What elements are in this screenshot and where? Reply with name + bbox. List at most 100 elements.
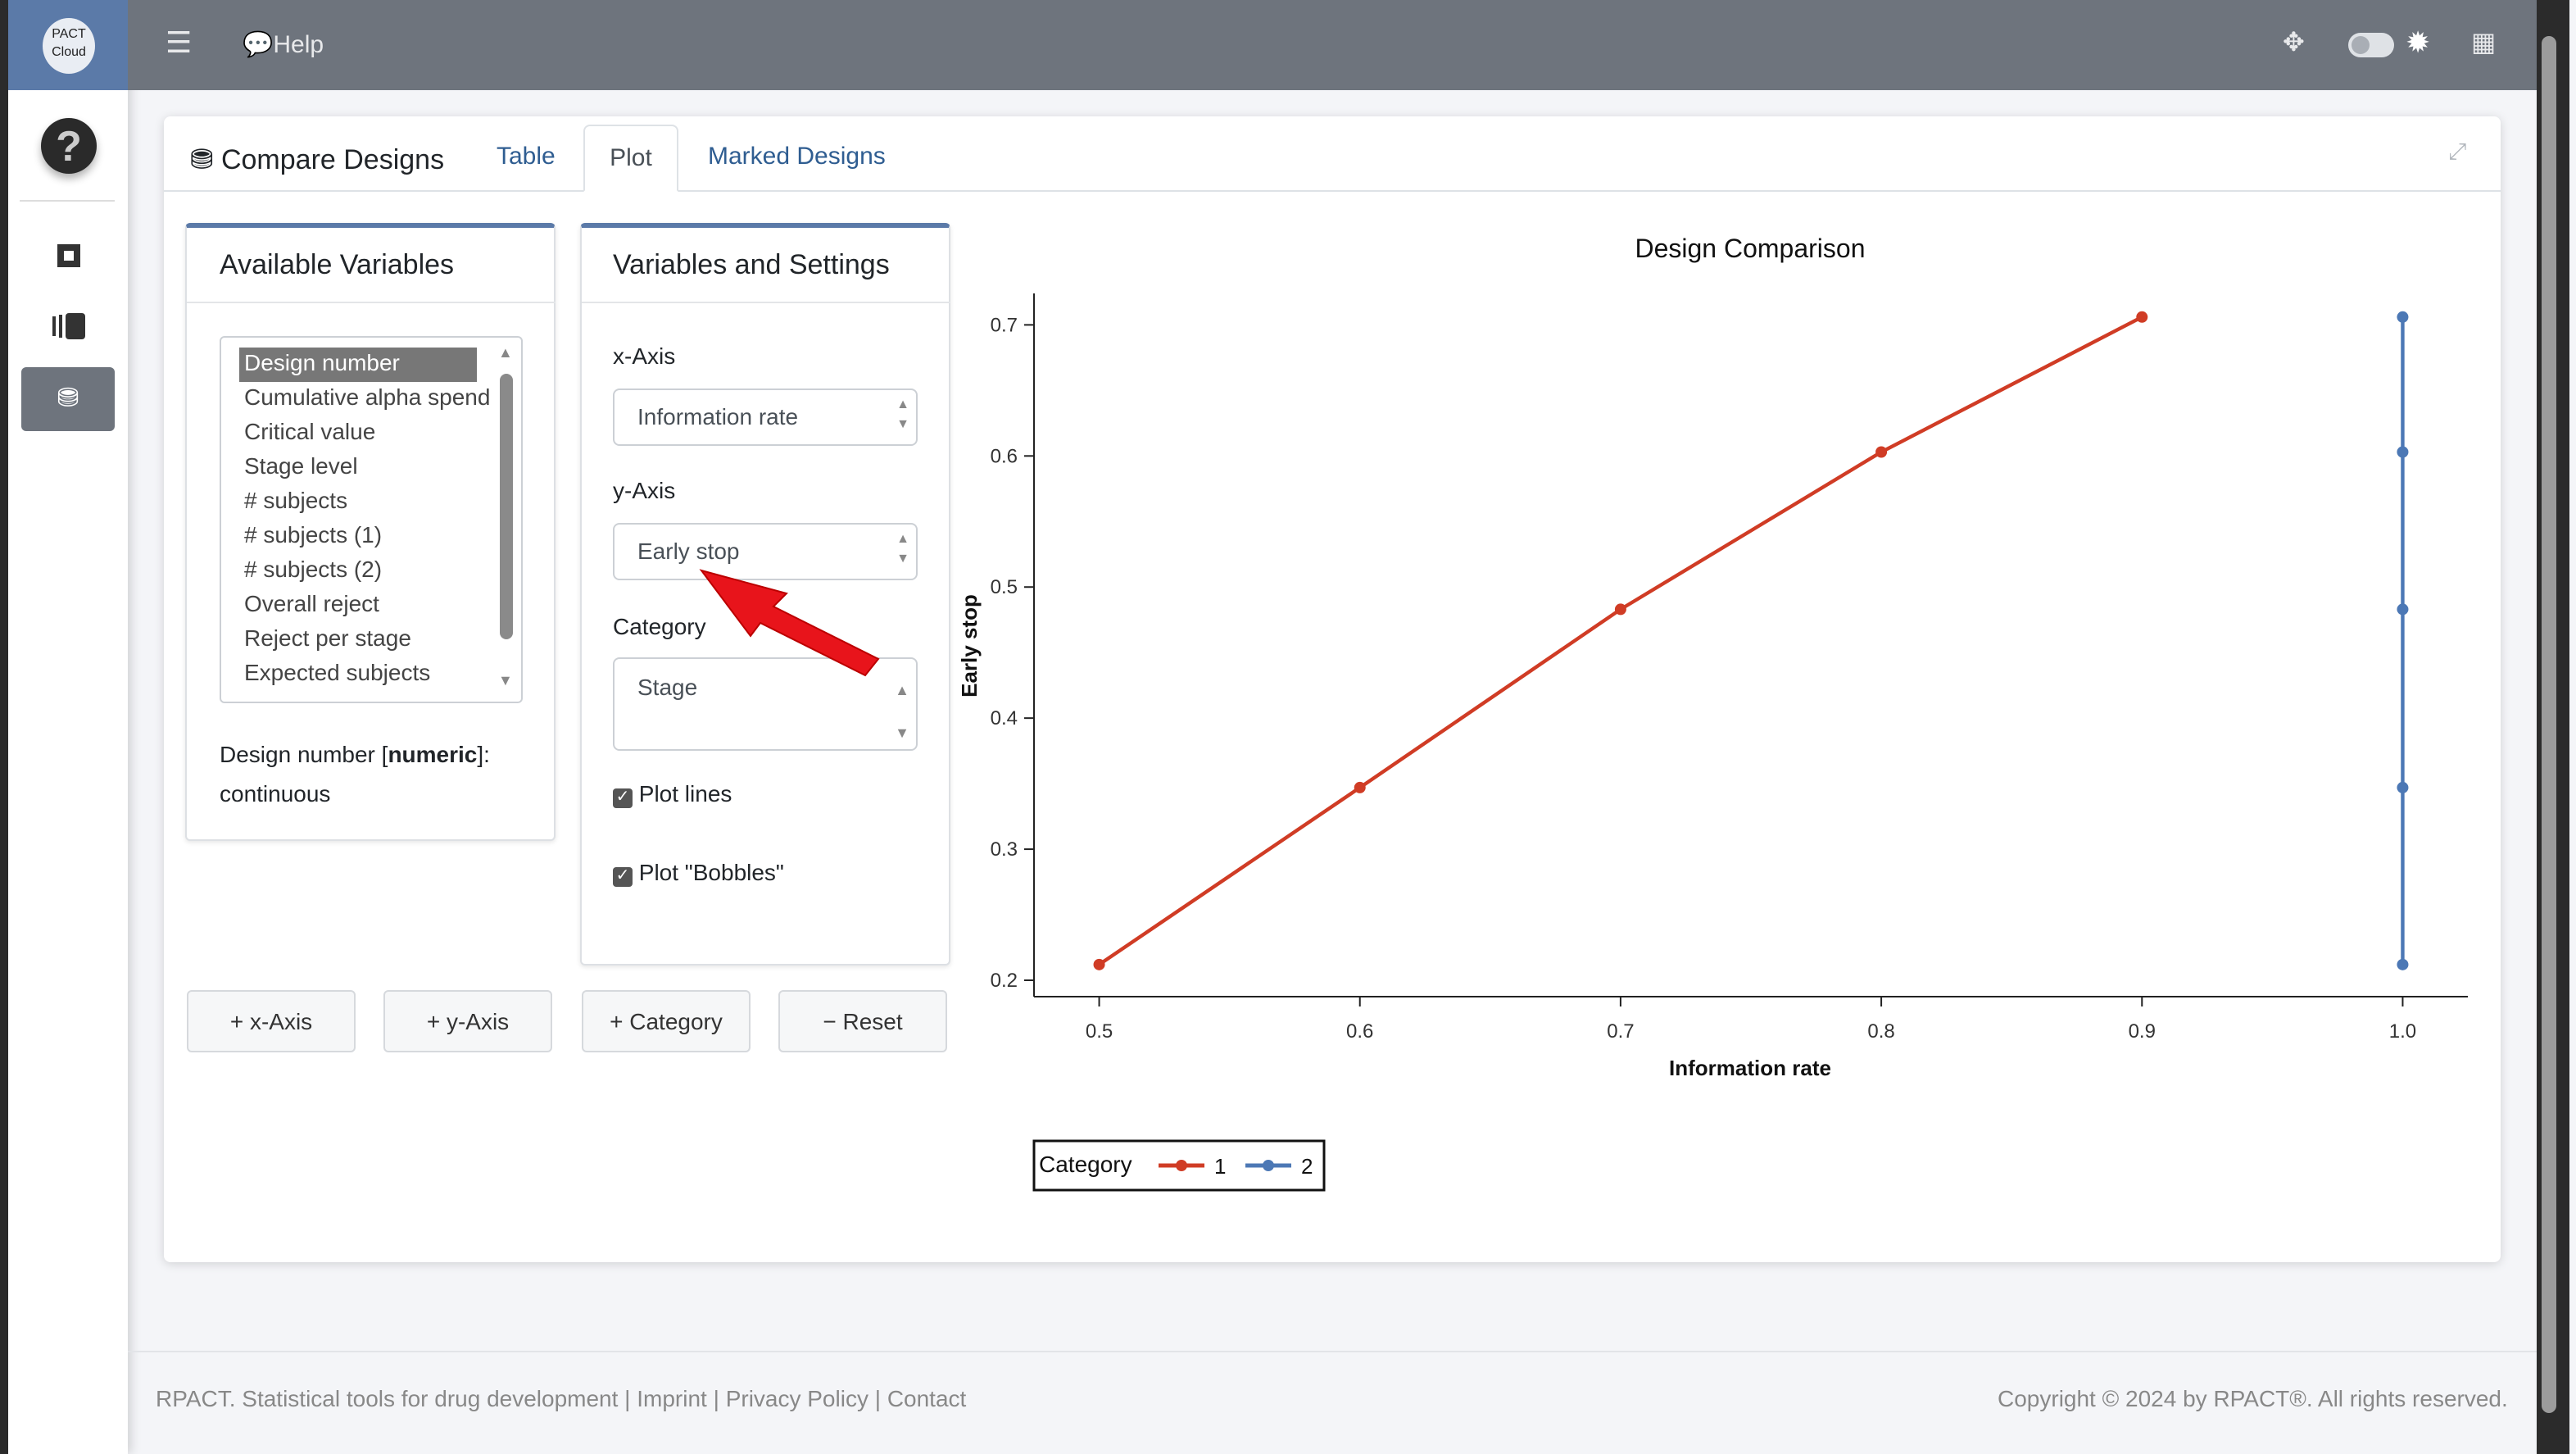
contact-link[interactable]: Contact: [887, 1385, 967, 1411]
y-axis-label: y-Axis: [613, 477, 676, 503]
tab-table[interactable]: Table: [497, 143, 556, 170]
plot-lines-checkbox[interactable]: ✓ Plot lines: [613, 780, 732, 808]
scroll-down-icon[interactable]: ▼: [498, 672, 513, 688]
list-item[interactable]: Cumulative alpha spend: [244, 384, 491, 410]
spinner-icon: ▲ ▼: [896, 531, 909, 566]
list-item[interactable]: # subjects: [244, 487, 348, 513]
data-point: [1093, 958, 1105, 970]
card-header-divider: [164, 190, 2501, 192]
card-title: ⛃ Compare Designs: [190, 144, 445, 175]
data-point: [1875, 446, 1888, 458]
scrollbar[interactable]: [2537, 0, 2569, 1454]
compare-designs-icon: ⛃: [190, 144, 214, 175]
category-label: Category: [613, 613, 706, 639]
list-scrollbar[interactable]: [500, 374, 513, 639]
x-tick-label: 0.8: [1867, 1020, 1894, 1043]
tab-plot[interactable]: Plot: [583, 125, 678, 192]
x-tick-label: 0.9: [2129, 1020, 2156, 1043]
y-tick-label: 0.5: [991, 576, 1018, 598]
copyright: Copyright © 2024 by RPACT®. All rights r…: [1998, 1385, 2508, 1411]
data-point: [1614, 603, 1626, 616]
privacy-policy-link[interactable]: Privacy Policy: [725, 1385, 868, 1411]
sidebar: [0, 0, 128, 1454]
data-point: [2397, 781, 2409, 793]
panel-title: Available Variables: [220, 249, 455, 280]
legend-title: Category: [1039, 1152, 1132, 1177]
list-item[interactable]: # subjects (1): [244, 521, 383, 548]
y-tick-label: 0.4: [991, 707, 1018, 729]
help-circle-icon[interactable]: ?: [41, 118, 97, 174]
spinner-icon: ▲ ▼: [895, 682, 909, 741]
annotation-arrow-icon: [699, 569, 880, 677]
data-point: [2397, 311, 2409, 323]
variable-description: Design number [numeric]: continuous: [220, 741, 490, 807]
data-point: [2397, 603, 2409, 616]
sidebar-item-compare-designs[interactable]: ⛃: [21, 367, 115, 431]
checkbox-checked-icon: ✓: [613, 788, 633, 808]
add-y-axis-button[interactable]: + y-Axis: [383, 990, 552, 1052]
footer-divider: [128, 1351, 2537, 1352]
x-axis-label: x-Axis: [613, 343, 676, 369]
y-tick-label: 0.7: [991, 314, 1018, 336]
divider: [582, 302, 950, 303]
scroll-up-icon[interactable]: ▲: [498, 344, 513, 361]
legend-marker-1: [1176, 1160, 1187, 1171]
legend-marker-2: [1263, 1160, 1274, 1171]
logo-text: PACT Cloud: [52, 26, 86, 59]
y-tick-label: 0.6: [991, 445, 1018, 467]
imprint-link[interactable]: Imprint: [637, 1385, 707, 1411]
x-axis-select[interactable]: Information rate ▲ ▼: [613, 388, 918, 446]
reset-button[interactable]: − Reset: [778, 990, 947, 1052]
panel-title: Variables and Settings: [613, 249, 890, 280]
top-bar: [128, 0, 2537, 90]
hamburger-icon[interactable]: ☰: [166, 26, 193, 59]
y-tick-label: 0.3: [991, 838, 1018, 861]
y-axis-select[interactable]: Early stop ▲ ▼: [613, 523, 918, 580]
add-category-button[interactable]: + Category: [582, 990, 751, 1052]
list-item[interactable]: Reject per stage: [244, 625, 411, 651]
divider: [187, 302, 556, 303]
legend-label-2: 2: [1301, 1154, 1313, 1179]
x-tick-label: 0.7: [1607, 1020, 1634, 1043]
compare-designs-icon: ⛃: [57, 385, 79, 413]
sun-icon[interactable]: ✹: [2406, 26, 2431, 59]
report-icon[interactable]: [57, 244, 80, 267]
list-item[interactable]: Critical value: [244, 418, 376, 444]
book-icon[interactable]: [52, 313, 85, 339]
spinner-icon: ▲ ▼: [896, 397, 909, 431]
expand-icon[interactable]: ⤢: [2448, 138, 2467, 164]
logo[interactable]: PACT Cloud: [43, 18, 95, 74]
y-axis-title: Early stop: [957, 594, 982, 697]
list-item[interactable]: # subjects (2): [244, 556, 383, 582]
data-point: [2397, 446, 2409, 458]
y-tick-label: 0.2: [991, 970, 1018, 992]
theme-toggle[interactable]: [2348, 33, 2394, 57]
legend-label-1: 1: [1214, 1154, 1226, 1179]
sidebar-divider: [20, 200, 115, 202]
data-point: [2397, 958, 2409, 970]
plot-bobbles-checkbox[interactable]: ✓ Plot "Bobbles": [613, 859, 784, 887]
add-x-axis-button[interactable]: + x-Axis: [187, 990, 356, 1052]
fullscreen-icon[interactable]: ✥: [2283, 30, 2305, 57]
chat-question-icon: 💬: [243, 31, 274, 59]
data-point: [1354, 781, 1366, 793]
grid-apps-icon[interactable]: ▦: [2471, 30, 2497, 57]
x-tick-label: 0.5: [1086, 1020, 1113, 1043]
checkbox-checked-icon: ✓: [613, 867, 633, 887]
list-item[interactable]: Overall reject: [244, 590, 379, 616]
series-line-1: [1098, 315, 2143, 966]
x-axis-title: Information rate: [1669, 1056, 1831, 1080]
help-link[interactable]: 💬Help: [243, 31, 324, 59]
chart-title: Design Comparison: [1635, 234, 1865, 263]
design-comparison-chart: Design Comparison 0.5 0.6 0.7 0.8 0.9 1.0 0.2 0…: [957, 234, 2468, 1192]
list-selected-highlight: [239, 348, 477, 382]
data-point: [2136, 311, 2148, 323]
tab-marked-designs[interactable]: Marked Designs: [708, 143, 886, 170]
list-item[interactable]: Expected subjects: [244, 659, 431, 685]
x-tick-label: 0.6: [1346, 1020, 1373, 1043]
footer-left: RPACT. Statistical tools for drug develo…: [156, 1385, 967, 1411]
list-item[interactable]: Stage level: [244, 452, 358, 479]
variables-listbox[interactable]: [220, 336, 523, 703]
x-tick-label: 1.0: [2389, 1020, 2416, 1043]
list-item[interactable]: Design number: [244, 349, 400, 375]
